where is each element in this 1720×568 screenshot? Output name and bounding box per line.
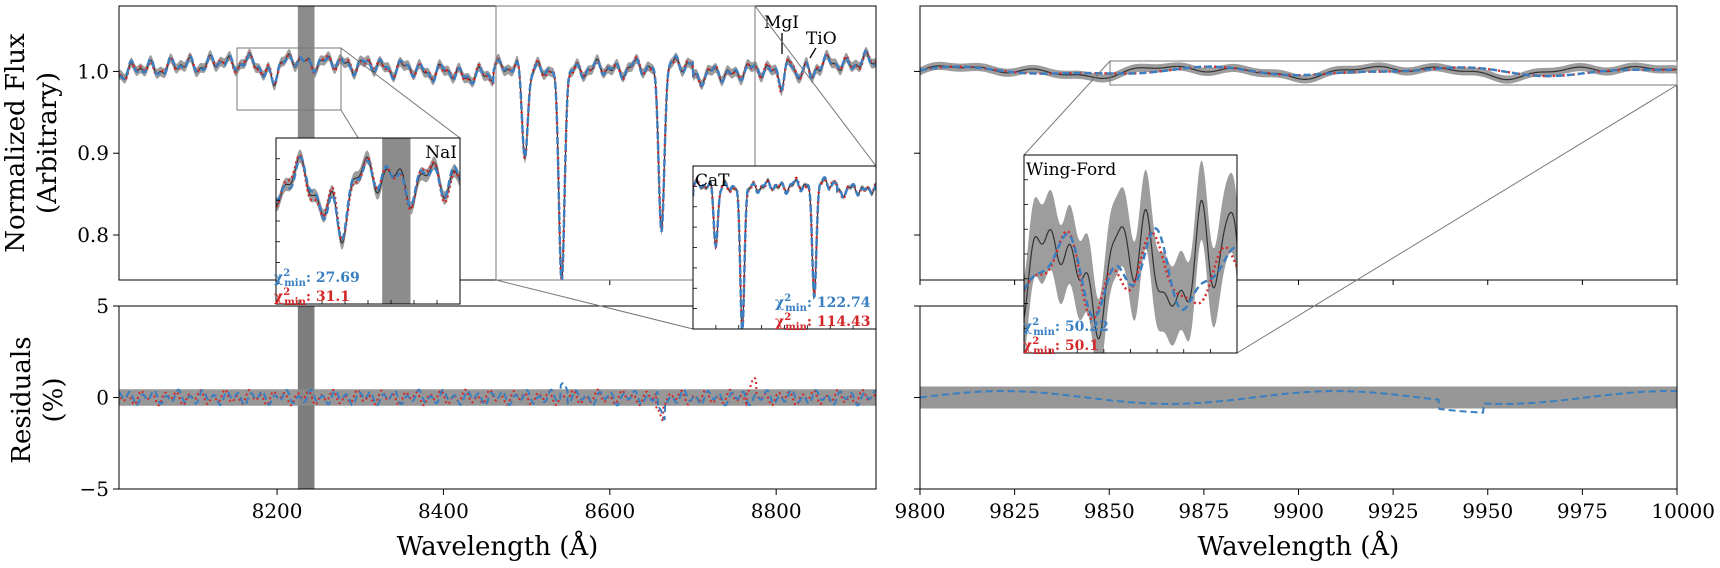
chi-sup: 2 bbox=[283, 268, 290, 279]
inset-nai-zoom-region bbox=[236, 47, 342, 111]
left-flux-model1-line bbox=[119, 49, 876, 280]
left-residual-ytick-label: 0 bbox=[96, 386, 109, 410]
annotation-mgi: MgI bbox=[764, 13, 799, 33]
chi-symbol: χ bbox=[274, 270, 283, 286]
inset-nai-plot bbox=[276, 138, 460, 304]
right-residual-model1 bbox=[920, 390, 1677, 414]
ylabel-line: (Arbitrary) bbox=[33, 72, 63, 214]
chi-value: : 31.1 bbox=[306, 289, 350, 305]
chi-symbol: χ bbox=[775, 314, 784, 330]
chi-sub: min bbox=[284, 297, 306, 308]
chi-value: : 50.22 bbox=[1055, 319, 1109, 335]
inset-nai-uncertainty-band bbox=[276, 149, 460, 250]
chi-value: : 122.74 bbox=[807, 295, 871, 311]
inset-wingford-uncertainty-band bbox=[1024, 160, 1237, 353]
right-xlabel: Wavelength (Å) bbox=[1198, 530, 1400, 562]
left-flux-ytick-label: 0.9 bbox=[77, 141, 109, 165]
right-residual-xtick-label: 9850 bbox=[1084, 499, 1135, 523]
left-residual-ytick-label: 5 bbox=[96, 294, 109, 318]
chi-value: : 114.43 bbox=[807, 314, 871, 330]
right-residual-xtick-label: 9925 bbox=[1368, 499, 1419, 523]
annotation-tick-tio bbox=[809, 47, 817, 59]
chi-sup: 2 bbox=[784, 312, 791, 323]
inset-cat-chi2-red: χ2 min: 114.43 bbox=[775, 312, 870, 333]
left-residual-xtick-label: 8600 bbox=[584, 499, 635, 523]
chi-symbol: χ bbox=[1023, 338, 1032, 354]
chi-symbol: χ bbox=[775, 295, 784, 311]
right-residual-xtick-label: 9825 bbox=[989, 499, 1040, 523]
right-residual-plot bbox=[920, 386, 1677, 414]
inset-wingford-plot bbox=[1024, 160, 1237, 353]
inset-cat-connector-0 bbox=[495, 279, 694, 330]
chi-value: : 27.69 bbox=[306, 270, 360, 286]
inset-nai-label: NaI bbox=[425, 143, 457, 163]
chi-symbol: χ bbox=[274, 289, 283, 305]
right-residual-xtick-label: 9900 bbox=[1273, 499, 1324, 523]
inset-cat-plot bbox=[693, 176, 876, 329]
left-residual-plot bbox=[119, 306, 876, 489]
inset-cat-label: CaT bbox=[695, 171, 730, 191]
right-residual-band bbox=[920, 386, 1677, 409]
inset-wingford-chi2-blue: χ2 min: 50.22 bbox=[1023, 317, 1109, 338]
chi-sub: min bbox=[284, 278, 306, 289]
inset-nai-chi2-blue: χ2 min: 27.69 bbox=[274, 268, 360, 289]
chi-value: : 50.1 bbox=[1055, 338, 1099, 354]
chi-sup: 2 bbox=[1032, 317, 1039, 328]
inset-cat-zoom-region bbox=[495, 5, 756, 281]
chi-sub: min bbox=[1033, 327, 1055, 338]
right-flux-observed-line bbox=[920, 65, 1677, 81]
left-residual-xtick-label: 8400 bbox=[418, 499, 469, 523]
inset-wingford-observed-line bbox=[1024, 199, 1237, 340]
inset-wingford-model2-line bbox=[1024, 229, 1237, 321]
inset-wingford-connector-0 bbox=[1023, 60, 1111, 156]
inset-nai-model1-line bbox=[276, 156, 460, 241]
inset-wingford-zoom-region bbox=[1109, 60, 1678, 86]
left-residual-xtick-label: 8200 bbox=[252, 499, 303, 523]
right-flux-model1-line bbox=[920, 65, 1677, 78]
right-residual-xtick-label: 9950 bbox=[1462, 499, 1513, 523]
left-flux-ytick-label: 0.8 bbox=[77, 223, 109, 247]
ylabel-line: Normalized Flux bbox=[1, 33, 31, 253]
chi-sup: 2 bbox=[283, 287, 290, 298]
chi-sub: min bbox=[1033, 346, 1055, 357]
chi-symbol: χ bbox=[1023, 319, 1032, 335]
inset-wingford-label: Wing-Ford bbox=[1026, 160, 1116, 180]
residual-ylabel-line: Residuals bbox=[7, 336, 37, 463]
inset-nai-connector-0 bbox=[340, 47, 461, 139]
right-residual-xtick-label: 10000 bbox=[1651, 499, 1715, 523]
inset-cat-connector-1 bbox=[754, 5, 877, 167]
inset-wingford-connector-1 bbox=[1236, 84, 1678, 354]
left-xlabel: Wavelength (Å) bbox=[397, 530, 599, 562]
left-residual-xtick-label: 8800 bbox=[751, 499, 802, 523]
left-flux-ytick-label: 1.0 bbox=[77, 59, 109, 83]
right-flux-plot bbox=[920, 61, 1677, 84]
left-flux-ylabel: Normalized Flux(Arbitrary) bbox=[1, 33, 63, 253]
chi-sub: min bbox=[785, 303, 807, 314]
left-residual-ylabel: Residuals(%) bbox=[7, 336, 69, 463]
inset-wingford-model1-line bbox=[1024, 227, 1237, 319]
right-residual-xtick-label: 9800 bbox=[895, 499, 946, 523]
right-residual-xtick-label: 9875 bbox=[1178, 499, 1229, 523]
right-residual-xtick-label: 9975 bbox=[1557, 499, 1608, 523]
inset-cat-chi2-blue: χ2 min: 122.74 bbox=[775, 293, 871, 314]
left-residual-model2 bbox=[119, 376, 876, 425]
annotation-tio: TiO bbox=[806, 29, 837, 49]
chi-sub: min bbox=[785, 322, 807, 333]
residual-ylabel-line: (%) bbox=[39, 378, 69, 423]
inset-nai-model2-line bbox=[276, 153, 460, 242]
inset-nai-chi2-red: χ2 min: 31.1 bbox=[274, 287, 350, 308]
chi-sup: 2 bbox=[784, 293, 791, 304]
left-residual-ytick-label: −5 bbox=[80, 477, 109, 501]
inset-wingford-chi2-red: χ2 min: 50.1 bbox=[1023, 336, 1099, 357]
inset-cat-model1-line bbox=[693, 176, 876, 329]
left-residual-model1 bbox=[119, 382, 876, 421]
chi-sup: 2 bbox=[1032, 336, 1039, 347]
